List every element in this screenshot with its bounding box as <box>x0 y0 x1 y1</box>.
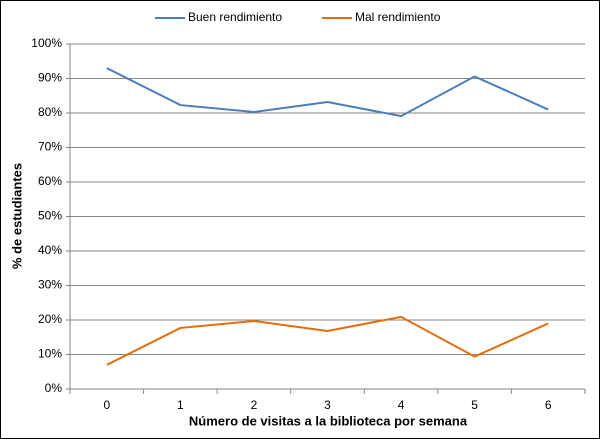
x-tick-label: 2 <box>251 398 258 412</box>
x-tick-label: 6 <box>545 398 552 412</box>
data-line <box>106 315 549 366</box>
y-axis-title: % de estudiantes <box>9 163 24 269</box>
y-tick-label: 10% <box>38 347 62 361</box>
x-tick-label: 0 <box>103 398 110 412</box>
x-tick-label: 4 <box>398 398 405 412</box>
y-tick-label: 20% <box>38 312 62 326</box>
y-tick-label: 40% <box>38 243 62 257</box>
data-line <box>106 67 549 118</box>
legend-label: Buen rendimiento <box>188 10 282 24</box>
y-tick-label: 0% <box>45 381 63 395</box>
y-tick-label: 100% <box>31 36 62 50</box>
x-tick-label: 1 <box>177 398 184 412</box>
y-tick-label: 70% <box>38 140 62 154</box>
y-tick-label: 60% <box>38 174 62 188</box>
y-tick-label: 90% <box>38 71 62 85</box>
x-tick-label: 3 <box>324 398 331 412</box>
x-axis-title: Número de visitas a la biblioteca por se… <box>189 413 468 428</box>
y-tick-label: 50% <box>38 209 62 223</box>
y-tick-label: 80% <box>38 105 62 119</box>
x-tick-label: 5 <box>471 398 478 412</box>
y-tick-label: 30% <box>38 278 62 292</box>
legend-label: Mal rendimiento <box>355 10 441 24</box>
